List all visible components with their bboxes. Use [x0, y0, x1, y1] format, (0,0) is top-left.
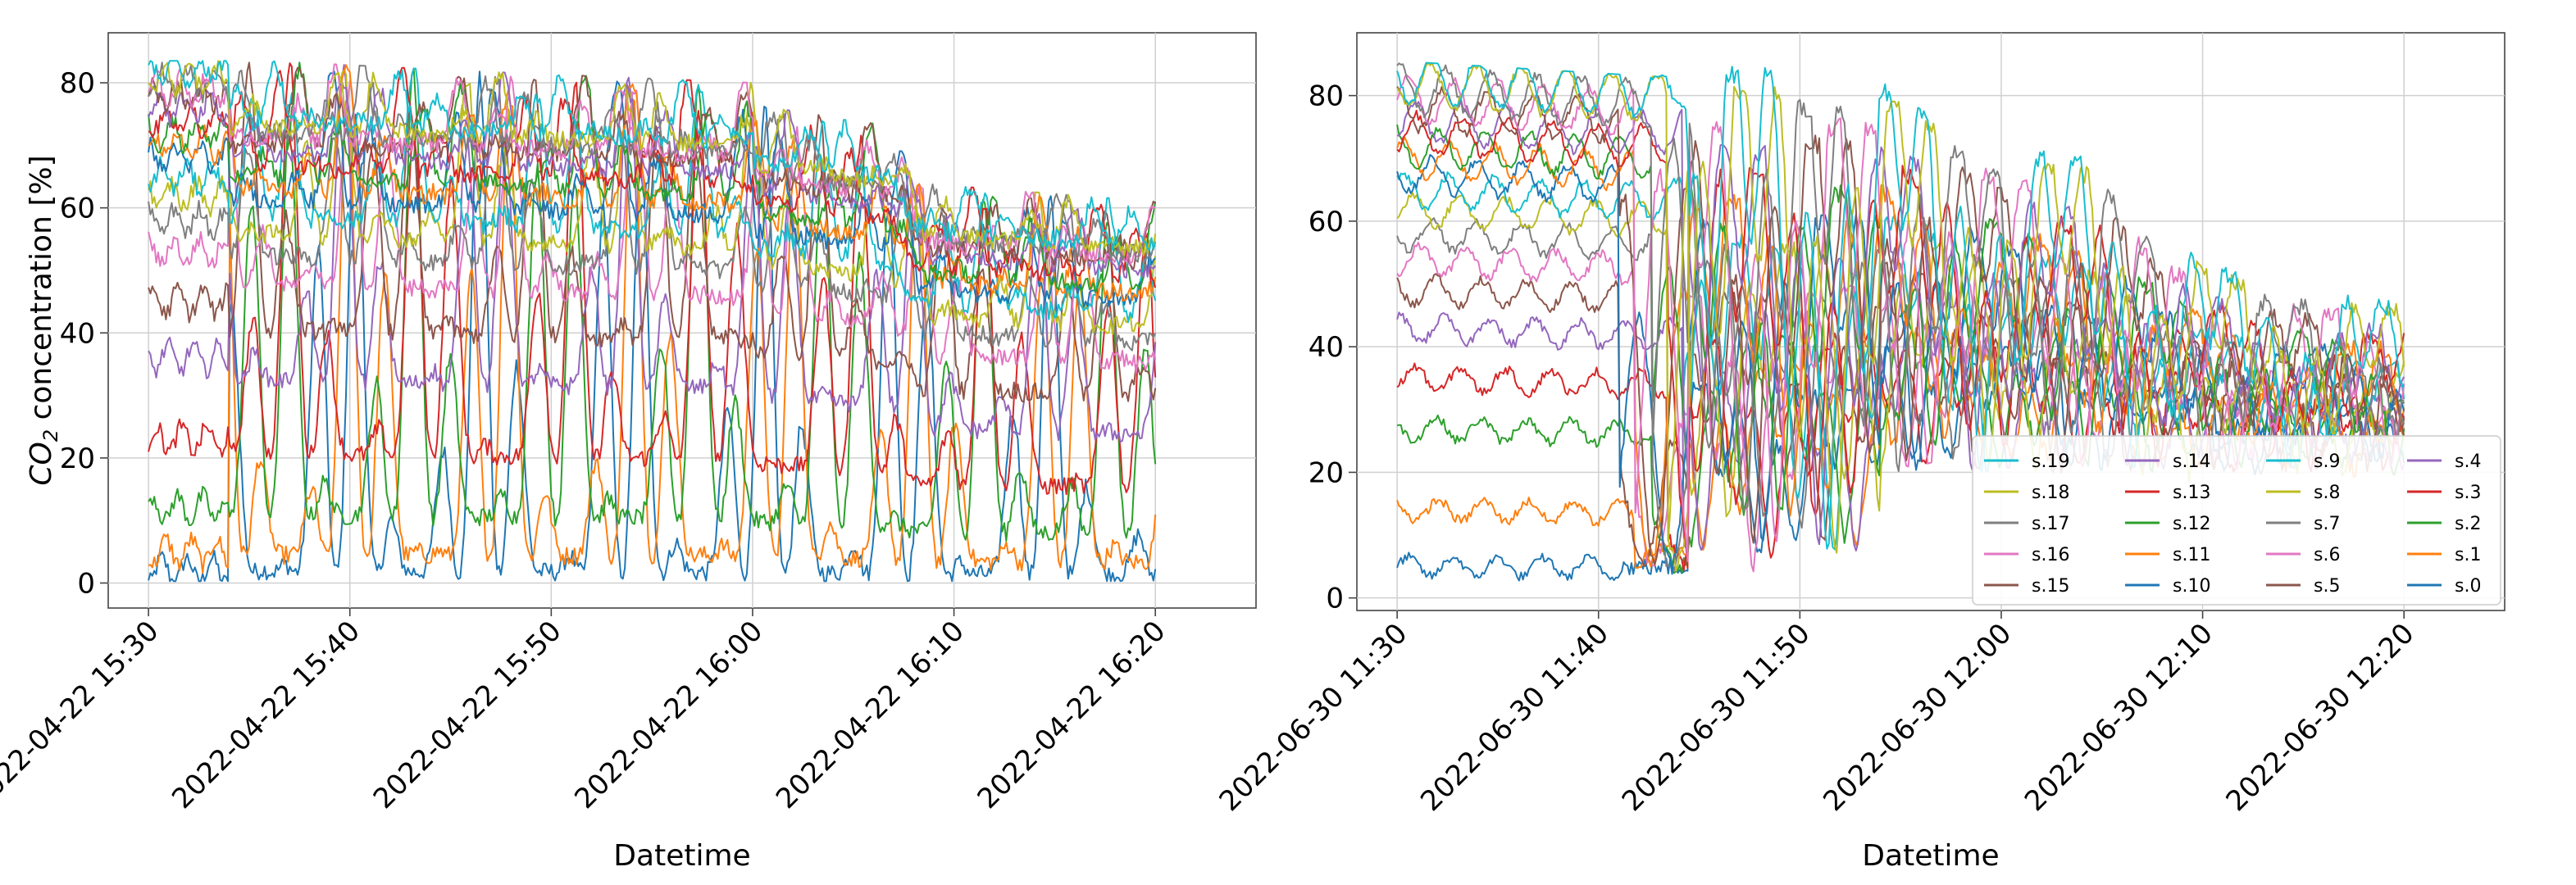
- left-series-line: [148, 67, 1157, 324]
- right-xtick-label: 2022-06-30 12:00: [1817, 617, 2018, 818]
- right-ytick-label: 40: [1308, 331, 1344, 364]
- right-x-ticks: 2022-06-30 11:30 2022-06-30 11:40 2022-06-…: [1213, 610, 2421, 818]
- left-series-line: [148, 70, 1156, 308]
- left-ytick-label: 20: [60, 442, 95, 475]
- left-xtick-label: 2022-04-22 15:50: [367, 615, 568, 815]
- right-legend: s.19 s.18 s.17 s.16 s.15 s.14 s.13 s.12 s.11 s.10…: [1972, 435, 2501, 606]
- left-plot-frame: [107, 32, 1257, 609]
- legend-entry-label: s.19: [2032, 452, 2069, 472]
- legend-entry-label: s.7: [2314, 514, 2340, 534]
- right-xtick-label: 2022-06-30 12:10: [2018, 617, 2219, 818]
- right-series-line: [1396, 99, 2405, 546]
- legend-entry-label: s.16: [2032, 545, 2069, 565]
- left-y-label-subscript: 2: [39, 429, 62, 442]
- left-series-line: [148, 63, 1156, 265]
- left-xtick-label: 2022-04-22 16:00: [568, 615, 769, 815]
- left-y-label-co: CO: [25, 442, 58, 485]
- legend-entry-label: s.18: [2032, 483, 2069, 503]
- left-series-line: [148, 61, 1157, 403]
- legend-entry-label: s.5: [2314, 576, 2340, 597]
- legend-entry-label: s.1: [2455, 545, 2481, 565]
- right-xtick-label: 2022-06-30 12:20: [2220, 617, 2421, 818]
- left-ytick-label: 60: [60, 193, 95, 225]
- left-ytick-label: 0: [77, 567, 95, 600]
- left-series-line: [148, 75, 1157, 374]
- left-series-line: [148, 60, 1157, 252]
- left-xtick-label: 2022-04-22 15:30: [0, 615, 165, 815]
- legend-entry-label: s.12: [2173, 514, 2210, 534]
- legend-entry-label: s.14: [2173, 452, 2210, 472]
- right-ytick-label: 80: [1308, 80, 1344, 113]
- legend-entry-label: s.15: [2032, 576, 2069, 597]
- legend-entry-label: s.2: [2455, 514, 2481, 534]
- legend-entry-label: s.0: [2455, 576, 2481, 597]
- legend-entry-label: s.17: [2032, 514, 2069, 534]
- right-ytick-label: 60: [1308, 206, 1344, 238]
- left-series-line: [148, 64, 1157, 443]
- left-x-axis-label: Datetime: [613, 839, 750, 873]
- left-series-line: [148, 66, 1157, 288]
- left-xtick-label: 2022-04-22 16:20: [972, 615, 1172, 815]
- right-xtick-label: 2022-06-30 11:30: [1213, 617, 1414, 818]
- left-xtick-label: 2022-04-22 16:10: [770, 615, 971, 815]
- left-series-line: [148, 60, 1157, 256]
- right-xtick-label: 2022-06-30 11:50: [1616, 617, 1817, 818]
- left-x-ticks: 2022-04-22 15:30 2022-04-22 15:40 2022-04-…: [0, 608, 1172, 815]
- left-y-ticks: 0 20 40 60 80: [60, 67, 108, 600]
- legend-entry-label: s.4: [2455, 452, 2481, 472]
- legend-entry-label: s.9: [2314, 452, 2340, 472]
- right-series-line: [1396, 62, 2405, 511]
- right-y-ticks: 0 20 40 60 80: [1308, 80, 1357, 615]
- legend-entry-label: s.8: [2314, 483, 2340, 503]
- right-x-axis-label: Datetime: [1862, 839, 1999, 873]
- right-series-line: [1396, 61, 2405, 550]
- legend-entry-label: s.11: [2173, 545, 2210, 565]
- left-series-line: [148, 98, 1157, 574]
- left-y-label-rest: concentration [%]: [25, 155, 58, 429]
- left-y-axis-label: CO2 concentration [%]: [25, 155, 62, 485]
- left-xtick-label: 2022-04-22 15:40: [166, 615, 366, 815]
- left-series-lines: [148, 60, 1157, 583]
- right-ytick-label: 0: [1326, 583, 1344, 615]
- legend-box: [1972, 435, 2501, 606]
- right-series-line: [1396, 86, 2405, 565]
- left-ytick-label: 40: [60, 317, 95, 350]
- right-series-line: [1396, 279, 2405, 551]
- right-series-line: [1396, 192, 2405, 572]
- right-ytick-label: 20: [1308, 456, 1344, 489]
- legend-entry-label: s.3: [2455, 483, 2481, 503]
- left-ytick-label: 80: [60, 67, 95, 100]
- right-xtick-label: 2022-06-30 11:40: [1414, 617, 1615, 818]
- legend-entry-label: s.13: [2173, 483, 2210, 503]
- legend-entry-label: s.10: [2173, 576, 2210, 597]
- left-grid: [108, 33, 1256, 608]
- right-plot-frame: [1356, 32, 2505, 611]
- legend-entry-label: s.6: [2314, 545, 2340, 565]
